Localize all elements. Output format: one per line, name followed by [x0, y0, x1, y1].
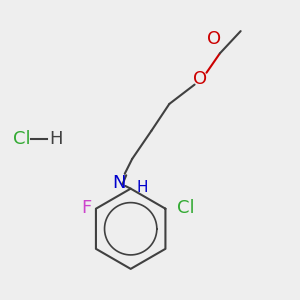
Text: Cl: Cl: [14, 130, 31, 148]
Text: F: F: [81, 199, 91, 217]
Text: Cl: Cl: [177, 199, 194, 217]
Text: O: O: [207, 29, 221, 47]
Text: O: O: [194, 70, 208, 88]
Text: H: H: [50, 130, 63, 148]
Text: H: H: [137, 180, 148, 195]
Text: N: N: [112, 174, 125, 192]
